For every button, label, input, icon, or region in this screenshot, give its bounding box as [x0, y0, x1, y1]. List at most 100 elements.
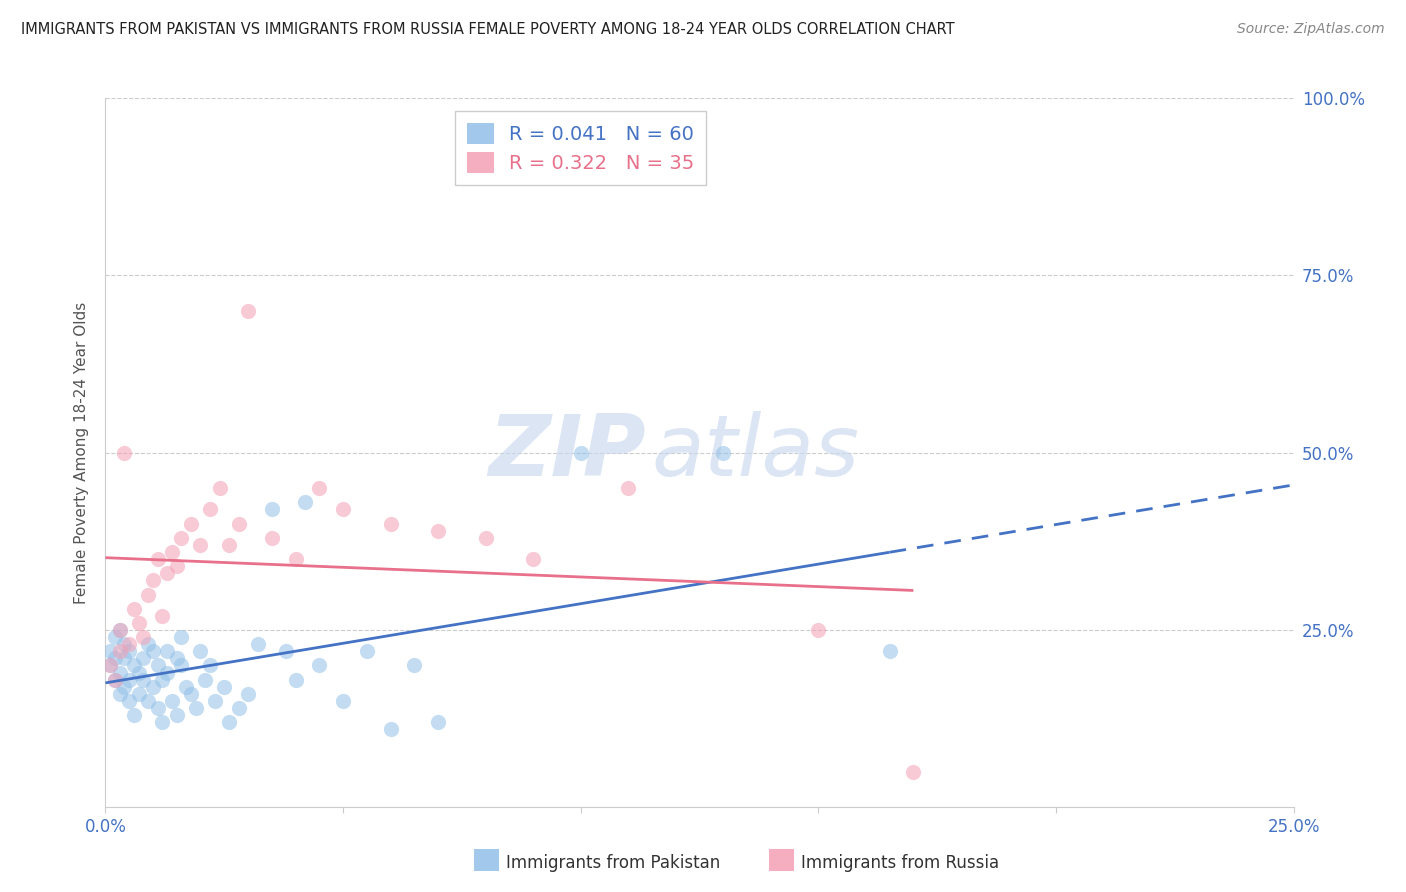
- Point: [246, 637, 269, 651]
- Point: [118, 694, 141, 708]
- Point: [136, 694, 159, 708]
- Legend: R = 0.041   N = 60, R = 0.322   N = 35: R = 0.041 N = 60, R = 0.322 N = 35: [456, 112, 706, 185]
- Point: [128, 687, 150, 701]
- Point: [903, 764, 925, 779]
- Point: [136, 588, 159, 602]
- Point: [152, 715, 174, 730]
- Point: [166, 651, 188, 665]
- Point: [114, 651, 136, 665]
- Point: [98, 658, 121, 673]
- Point: [332, 502, 354, 516]
- Point: [807, 623, 830, 637]
- Point: [104, 673, 127, 687]
- Point: [380, 516, 402, 531]
- Point: [228, 516, 250, 531]
- Point: [198, 658, 221, 673]
- Point: [284, 552, 307, 566]
- Point: [104, 651, 127, 665]
- Point: [146, 701, 169, 715]
- Point: [218, 715, 240, 730]
- Text: Source: ZipAtlas.com: Source: ZipAtlas.com: [1237, 22, 1385, 37]
- Point: [114, 680, 136, 694]
- Point: [228, 701, 250, 715]
- Point: [236, 687, 259, 701]
- Point: [180, 687, 202, 701]
- Point: [146, 658, 169, 673]
- Point: [522, 552, 544, 566]
- Text: IMMIGRANTS FROM PAKISTAN VS IMMIGRANTS FROM RUSSIA FEMALE POVERTY AMONG 18-24 YE: IMMIGRANTS FROM PAKISTAN VS IMMIGRANTS F…: [21, 22, 955, 37]
- Point: [108, 687, 131, 701]
- Point: [160, 694, 183, 708]
- Point: [879, 644, 901, 658]
- Point: [294, 495, 316, 509]
- Point: [98, 644, 121, 658]
- Point: [274, 644, 297, 658]
- Point: [132, 630, 155, 644]
- Point: [156, 644, 179, 658]
- Point: [114, 446, 136, 460]
- Point: [104, 673, 127, 687]
- Point: [118, 637, 141, 651]
- Point: [308, 658, 330, 673]
- Point: [260, 531, 283, 545]
- Point: [166, 708, 188, 723]
- Point: [356, 644, 378, 658]
- Point: [114, 637, 136, 651]
- Point: [108, 665, 131, 680]
- Point: [190, 538, 212, 552]
- Point: [128, 665, 150, 680]
- Text: Immigrants from Pakistan: Immigrants from Pakistan: [506, 854, 720, 871]
- Point: [156, 566, 179, 581]
- Point: [152, 608, 174, 623]
- Point: [132, 651, 155, 665]
- Point: [214, 680, 236, 694]
- Y-axis label: Female Poverty Among 18-24 Year Olds: Female Poverty Among 18-24 Year Olds: [75, 301, 90, 604]
- Point: [236, 304, 259, 318]
- Point: [122, 658, 145, 673]
- Point: [204, 694, 226, 708]
- Point: [152, 673, 174, 687]
- Point: [104, 630, 127, 644]
- Point: [180, 516, 202, 531]
- Point: [122, 601, 145, 615]
- Point: [108, 644, 131, 658]
- Point: [711, 446, 734, 460]
- Point: [166, 559, 188, 574]
- Point: [142, 574, 165, 588]
- Point: [122, 708, 145, 723]
- Point: [218, 538, 240, 552]
- Point: [194, 673, 217, 687]
- Text: atlas: atlas: [652, 411, 860, 494]
- Point: [118, 673, 141, 687]
- Point: [132, 673, 155, 687]
- Point: [260, 502, 283, 516]
- Point: [404, 658, 426, 673]
- Point: [160, 545, 183, 559]
- Point: [198, 502, 221, 516]
- Point: [142, 680, 165, 694]
- Point: [136, 637, 159, 651]
- Point: [190, 644, 212, 658]
- Text: ZIP: ZIP: [488, 411, 645, 494]
- Text: Immigrants from Russia: Immigrants from Russia: [801, 854, 1000, 871]
- Point: [427, 715, 450, 730]
- Point: [156, 665, 179, 680]
- Point: [569, 446, 592, 460]
- Point: [170, 630, 193, 644]
- Point: [474, 531, 496, 545]
- Point: [184, 701, 207, 715]
- Point: [170, 658, 193, 673]
- Point: [128, 615, 150, 630]
- Point: [427, 524, 450, 538]
- Point: [170, 531, 193, 545]
- Point: [332, 694, 354, 708]
- Point: [284, 673, 307, 687]
- Point: [174, 680, 197, 694]
- Point: [308, 481, 330, 495]
- Point: [108, 623, 131, 637]
- Point: [146, 552, 169, 566]
- Point: [208, 481, 231, 495]
- Point: [98, 658, 121, 673]
- Point: [118, 644, 141, 658]
- Point: [108, 623, 131, 637]
